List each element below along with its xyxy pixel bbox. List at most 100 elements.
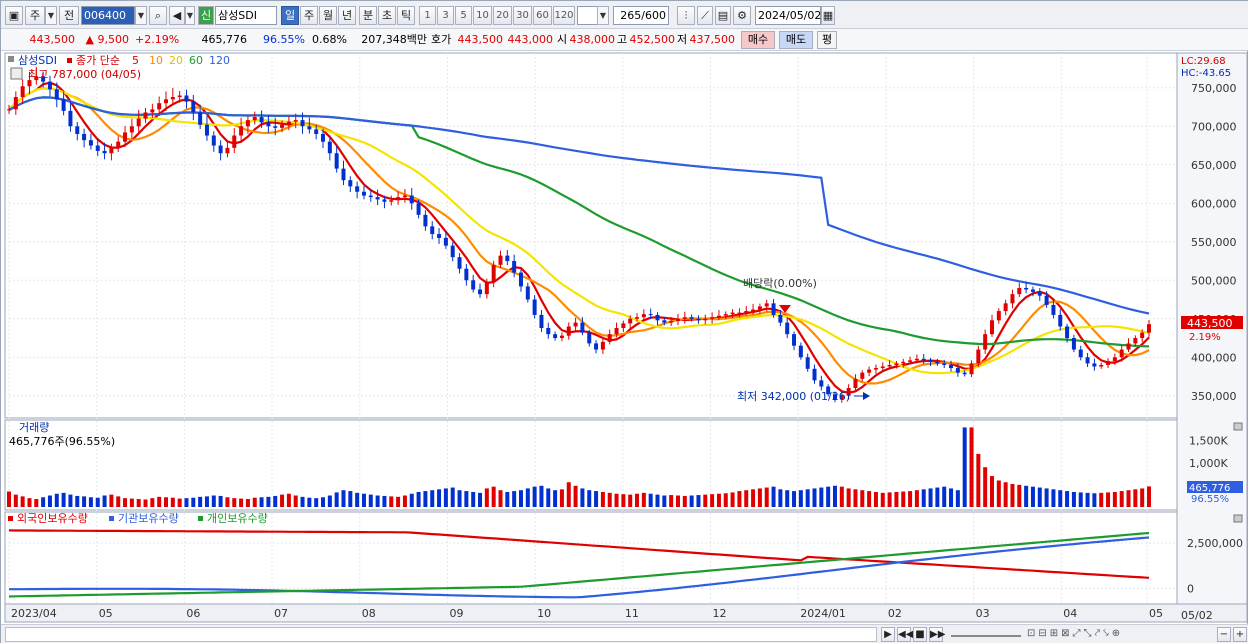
candle-body <box>164 99 169 104</box>
price-panel[interactable] <box>4 52 1178 419</box>
candle-body <box>361 191 366 196</box>
volume-bar <box>88 497 93 507</box>
volume-bar <box>409 493 414 507</box>
zoom-out-icon[interactable]: − <box>1217 627 1231 642</box>
line-tool-icon[interactable]: ⟋ <box>697 6 713 25</box>
calendar-icon[interactable]: ▦ <box>821 6 835 25</box>
tab-tick[interactable]: 틱 <box>397 6 415 25</box>
candle-body <box>321 133 326 142</box>
candle-body <box>778 314 783 323</box>
legend-foreign: 외국인보유수량 <box>17 512 88 525</box>
sell-button[interactable]: 매도 <box>779 31 813 49</box>
quote-bar: 443,500 ▲ 9,500 +2.19% 465,776 96.55% 0.… <box>1 29 1248 51</box>
minute-20[interactable]: 20 <box>493 6 512 25</box>
volume-bar <box>641 492 646 507</box>
candle-body <box>123 132 128 142</box>
chevron-down-icon[interactable]: ▼ <box>45 6 57 25</box>
volume-bar <box>7 491 11 507</box>
period-select[interactable]: 주 <box>25 6 45 25</box>
prev-button[interactable]: 전 <box>59 6 79 25</box>
candle-body <box>327 141 332 154</box>
minute-60[interactable]: 60 <box>533 6 552 25</box>
volume-bar <box>675 495 680 507</box>
candle-icon[interactable]: ⫶ <box>677 6 695 25</box>
candle-body <box>600 341 605 350</box>
low-price: 437,500 <box>689 33 736 46</box>
stock-code-input[interactable]: 006400 <box>81 6 135 25</box>
grid-icon[interactable] <box>10 67 23 80</box>
average-button[interactable]: 평 <box>817 31 837 49</box>
volume-bar <box>34 499 39 507</box>
holding-panel[interactable] <box>4 511 1178 605</box>
candlestick-series <box>7 66 1151 403</box>
minute-5[interactable]: 5 <box>455 6 472 25</box>
panel-close-icon[interactable] <box>1233 422 1243 431</box>
candle-body <box>976 349 981 364</box>
volume-bar <box>832 485 837 507</box>
arrow-right-icon <box>863 392 870 400</box>
horizontal-scrollbar[interactable] <box>5 627 877 642</box>
count-field[interactable]: 265/600 <box>613 6 669 25</box>
minute-30[interactable]: 30 <box>513 6 532 25</box>
volume-bar <box>559 489 564 507</box>
volume-bar <box>211 495 216 507</box>
chevron-down-icon[interactable]: ▼ <box>597 6 609 25</box>
candle-body <box>505 255 510 262</box>
tab-day[interactable]: 일 <box>281 6 299 25</box>
tab-year[interactable]: 년 <box>338 6 356 25</box>
save-icon[interactable]: ▤ <box>715 6 731 25</box>
tab-second[interactable]: 초 <box>378 6 396 25</box>
volume-bar <box>266 496 271 507</box>
candle-body <box>785 322 790 335</box>
candle-body <box>27 80 32 87</box>
candle-body <box>798 345 803 358</box>
volume-bar <box>655 494 660 507</box>
minute-120[interactable]: 120 <box>553 6 575 25</box>
ma-line-10 <box>8 87 1150 385</box>
volume-bar <box>669 495 674 507</box>
candle-body <box>1119 349 1124 358</box>
zoom-in-icon[interactable]: + <box>1233 627 1247 642</box>
scroll-right-icon[interactable]: ▶ <box>881 627 895 642</box>
candle-body <box>1010 294 1015 304</box>
volume-bar <box>764 487 769 507</box>
minute-3[interactable]: 3 <box>437 6 454 25</box>
count-value[interactable]: 265 <box>620 9 642 22</box>
buy-button[interactable]: 매수 <box>741 31 775 49</box>
stop-icon[interactable]: ■ <box>913 627 927 642</box>
drawing-tools-icon[interactable]: ⊡⊟⊞⊠⤢⤡⤤⤥⊕ <box>1027 628 1124 639</box>
candle-body <box>723 314 728 316</box>
ma-20-label: 20 <box>169 54 183 67</box>
volume-bar <box>600 491 605 507</box>
volume-bar <box>867 491 872 507</box>
current-price-tag <box>1181 316 1243 329</box>
chart-area[interactable]: 750,000 700,000 650,000 600,000 550,000 500,0… <box>1 51 1248 624</box>
tab-minute[interactable]: 분 <box>359 6 377 25</box>
volume-bar <box>382 495 387 507</box>
tab-month[interactable]: 월 <box>319 6 337 25</box>
tab-week[interactable]: 주 <box>300 6 318 25</box>
zoom-slider[interactable] <box>951 627 1021 637</box>
credit-badge[interactable]: 신 <box>198 6 214 25</box>
stock-name-field[interactable]: 삼성SDI <box>215 6 277 25</box>
y-axis-ticks: 750,000 700,000 650,000 600,000 550,000 500,0… <box>1187 82 1243 596</box>
volume-bar <box>184 498 189 507</box>
speaker-icon[interactable]: ◀ <box>169 6 185 25</box>
volume-bar <box>771 486 776 507</box>
minute-10[interactable]: 10 <box>473 6 492 25</box>
minute-1[interactable]: 1 <box>419 6 436 25</box>
candle-body <box>402 195 407 198</box>
date-input[interactable]: 2024/05/02 <box>755 6 821 25</box>
rewind-icon[interactable]: ◀◀ <box>897 627 914 642</box>
volume-ratio: 96.55% <box>263 33 305 46</box>
gear-icon[interactable]: ⚙ <box>733 6 751 25</box>
candle-body <box>293 120 298 122</box>
window-icon[interactable]: ▣ <box>5 6 23 25</box>
chevron-down-icon[interactable]: ▼ <box>135 6 147 25</box>
fast-forward-icon[interactable]: ▶▶ <box>929 627 946 642</box>
low-label: 저 <box>677 33 688 46</box>
search-icon[interactable]: ⌕ <box>149 6 167 25</box>
chevron-down-icon[interactable]: ▼ <box>185 6 195 25</box>
chart-svg[interactable]: 750,000 700,000 650,000 600,000 550,000 500,0… <box>1 51 1248 624</box>
panel-close-icon[interactable] <box>1233 514 1243 523</box>
